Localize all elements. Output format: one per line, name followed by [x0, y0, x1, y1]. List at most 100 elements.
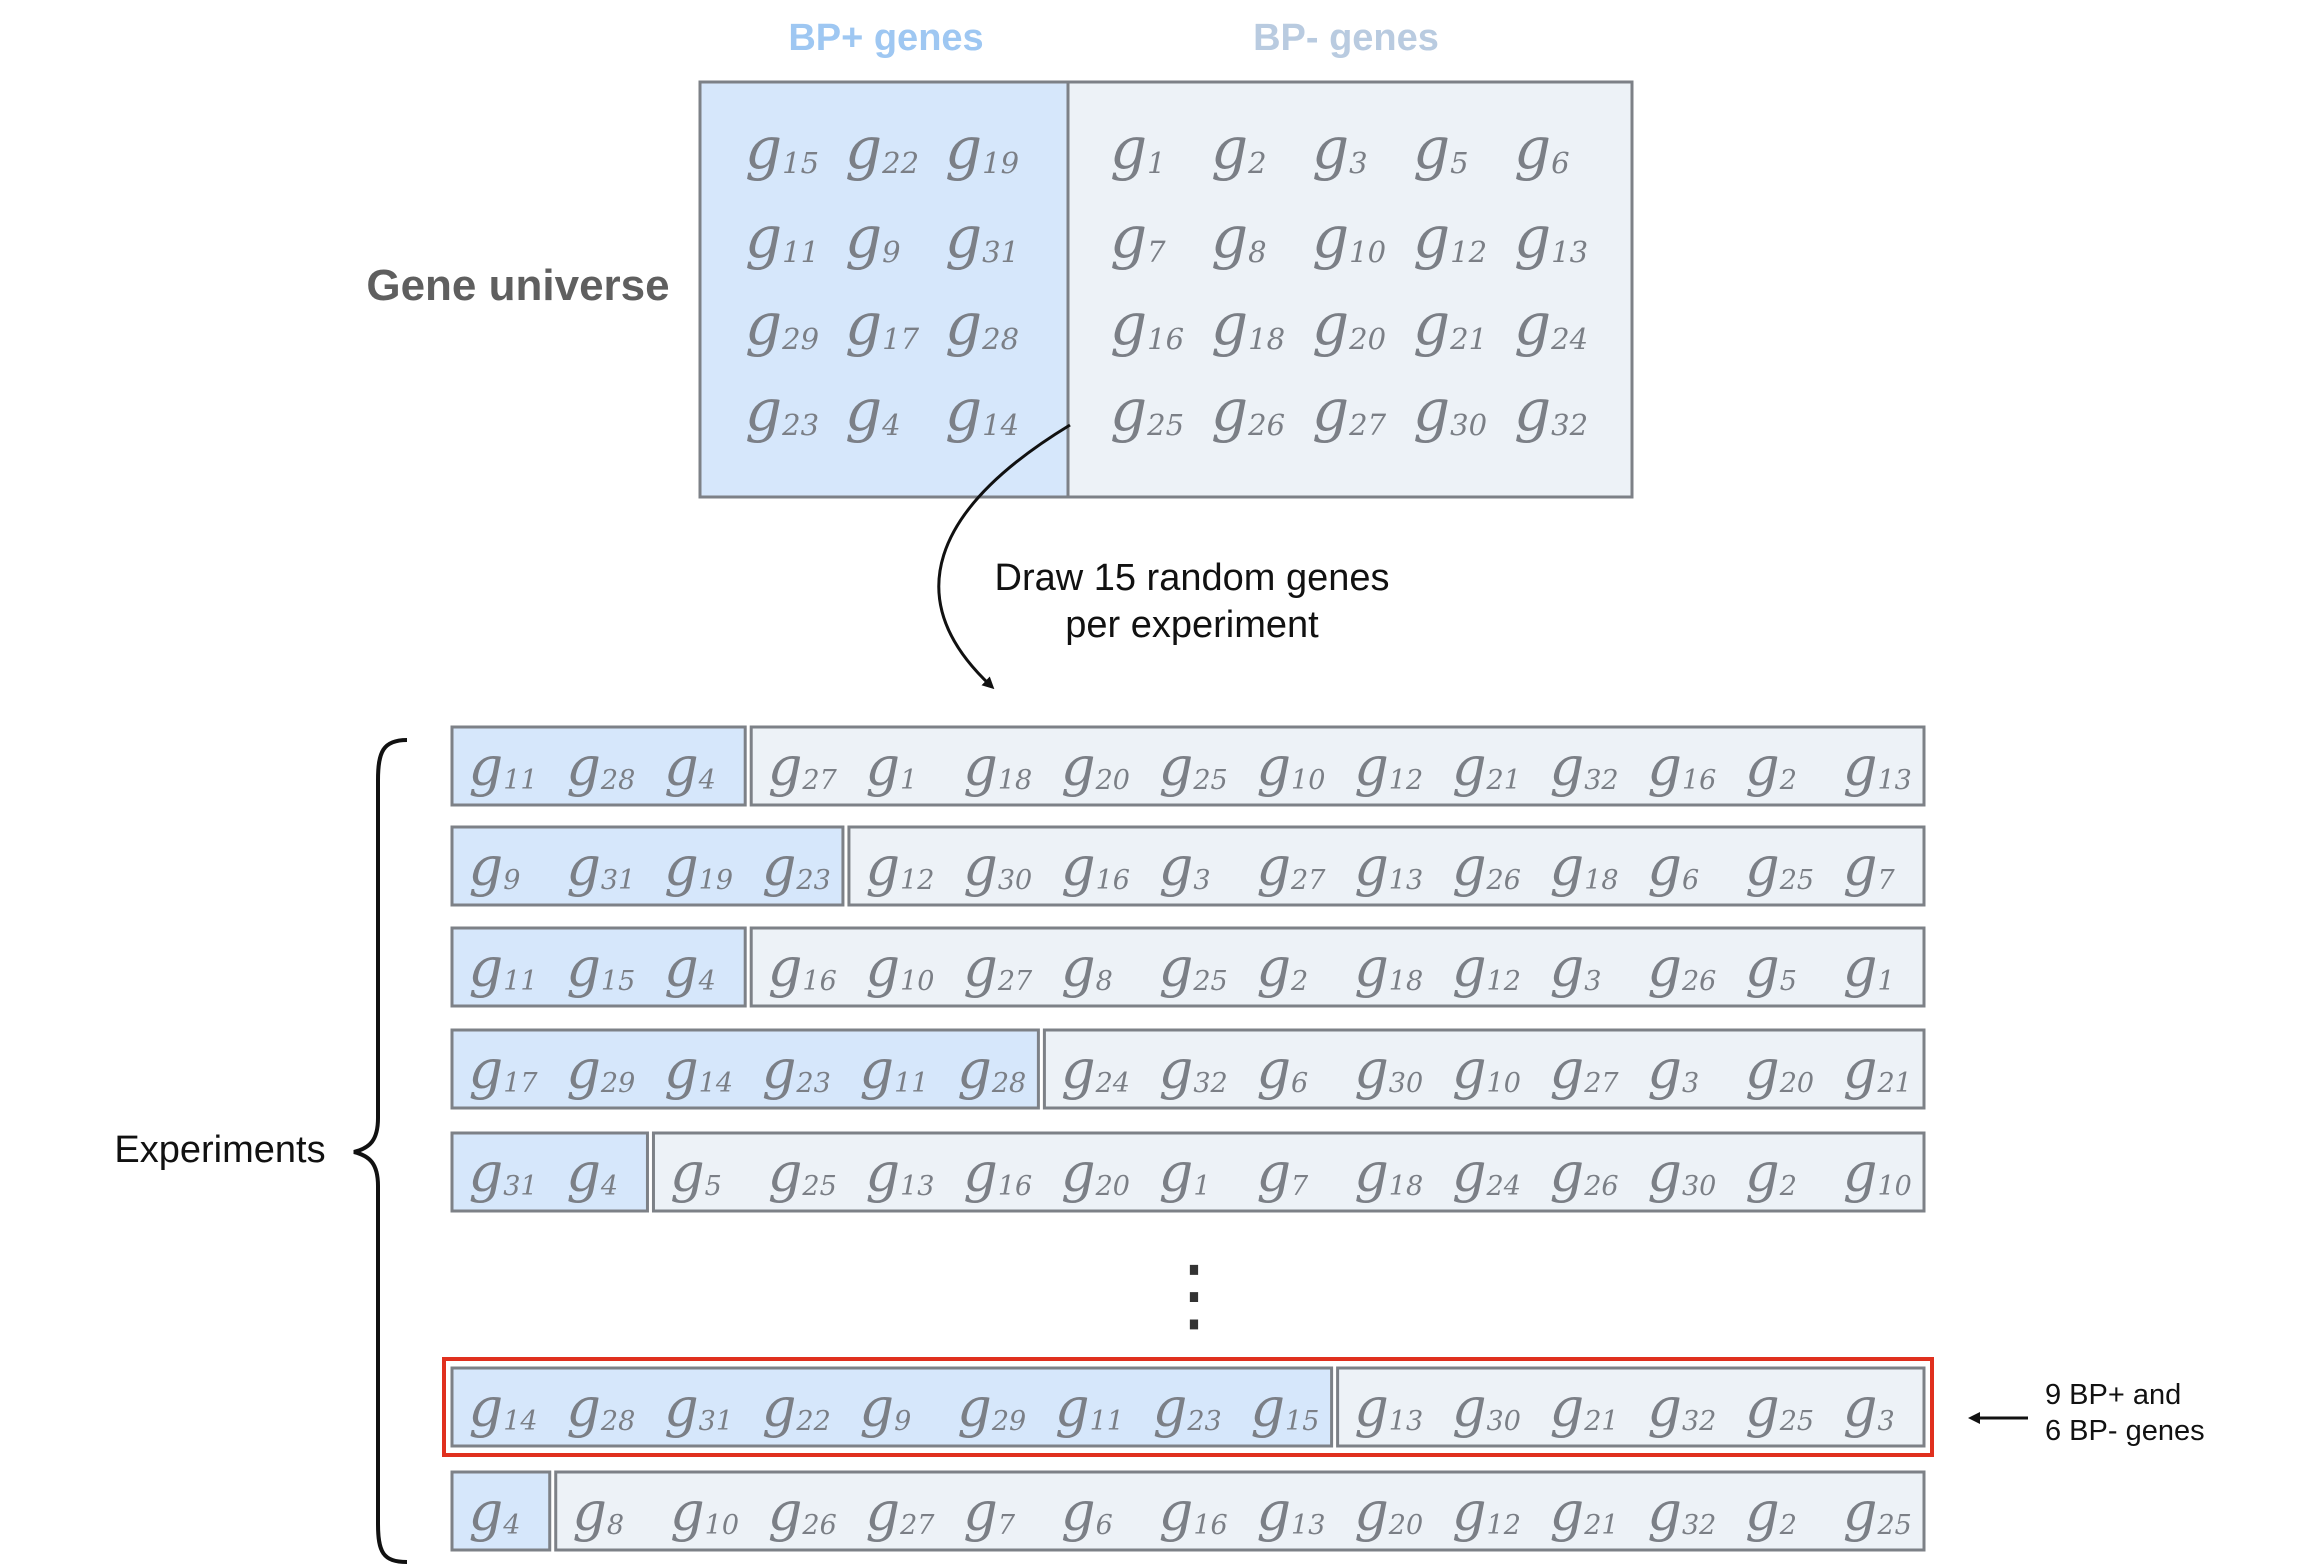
- experiment-gene-bp-minus: g10: [1843, 1141, 1912, 1204]
- universe-gene-bp-plus: g4: [845, 376, 901, 444]
- experiment-gene-bp-minus: g1: [1159, 1141, 1211, 1204]
- experiment-gene-bp-plus: g4: [664, 735, 716, 798]
- experiment-bp-plus-box: [450, 1131, 649, 1213]
- experiment-gene-bp-minus: g10: [866, 936, 935, 999]
- experiment-gene-bp-minus: g3: [1159, 835, 1211, 898]
- universe-gene-bp-plus: g29: [745, 290, 819, 358]
- experiment-gene-bp-minus: g2: [1745, 1480, 1797, 1543]
- experiment-gene-bp-minus: g32: [1550, 735, 1619, 798]
- experiment-gene-bp-plus: g4: [566, 1141, 618, 1204]
- experiment-gene-bp-minus: g26: [1550, 1141, 1619, 1204]
- experiment-gene-bp-plus: g15: [566, 936, 635, 999]
- universe-gene-bp-minus: g26: [1211, 376, 1285, 444]
- experiment-gene-bp-minus: g6: [1061, 1480, 1113, 1543]
- universe-gene-bp-minus: g16: [1110, 290, 1184, 358]
- experiment-gene-bp-minus: g7: [1256, 1141, 1309, 1204]
- experiment-gene-bp-minus: g16: [1159, 1480, 1228, 1543]
- universe-gene-bp-minus: g3: [1312, 114, 1368, 182]
- experiment-gene-bp-minus: g8: [1061, 936, 1113, 999]
- bp-plus-header: BP+ genes: [788, 17, 983, 59]
- experiment-gene-bp-minus: g12: [1452, 936, 1521, 999]
- experiment-bp-minus-box: [749, 926, 1926, 1008]
- experiment-gene-bp-minus: g25: [1745, 835, 1814, 898]
- experiment-gene-bp-minus: g13: [866, 1141, 935, 1204]
- experiment-gene-bp-minus: g32: [1647, 1480, 1716, 1543]
- experiment-gene-bp-plus: g11: [860, 1038, 929, 1101]
- experiment-gene-bp-minus: g5: [1745, 936, 1797, 999]
- universe-gene-bp-minus: g25: [1110, 376, 1184, 444]
- experiment-gene-bp-plus: g31: [469, 1141, 538, 1204]
- experiment-gene-bp-minus: g20: [1061, 1141, 1130, 1204]
- experiment-gene-bp-minus: g25: [1159, 936, 1228, 999]
- experiment-bp-minus-box: [651, 1131, 1926, 1213]
- experiment-gene-bp-plus: g23: [762, 1038, 831, 1101]
- universe-gene-bp-plus: g22: [845, 114, 919, 182]
- experiment-gene-bp-plus: g31: [664, 1376, 733, 1439]
- highlighted-experiment-frame: [442, 1357, 1934, 1457]
- experiment-gene-bp-minus: g18: [1550, 835, 1619, 898]
- universe-gene-bp-plus: g17: [845, 290, 920, 358]
- draw-label-line-2: per experiment: [1065, 604, 1319, 646]
- experiment-gene-bp-minus: g27: [1550, 1038, 1620, 1101]
- universe-gene-bp-plus: g11: [745, 203, 819, 271]
- experiment-gene-bp-minus: g6: [1256, 1038, 1308, 1101]
- experiment-gene-bp-minus: g1: [1843, 936, 1895, 999]
- experiment-gene-bp-minus: g25: [768, 1141, 837, 1204]
- universe-gene-bp-plus: g15: [745, 114, 819, 182]
- experiment-gene-bp-minus: g3: [1843, 1376, 1895, 1439]
- experiment-gene-bp-minus: g13: [1354, 835, 1423, 898]
- annotation-line-2: 6 BP- genes: [2045, 1415, 2205, 1447]
- experiment-gene-bp-minus: g3: [1647, 1038, 1699, 1101]
- experiment-gene-bp-minus: g21: [1550, 1480, 1619, 1543]
- experiment-gene-bp-plus: g17: [469, 1038, 539, 1101]
- universe-gene-bp-minus: g30: [1413, 376, 1487, 444]
- universe-gene-bp-plus: g19: [945, 114, 1019, 182]
- experiment-gene-bp-plus: g15: [1250, 1376, 1319, 1439]
- universe-gene-bp-plus: g14: [945, 376, 1019, 444]
- universe-gene-grid: g15 g22 g19 g11 g9 g31 g29 g17 g28 g23 g4 g14 g1 g2 g3…: [745, 114, 1588, 444]
- experiment-gene-bp-plus: g19: [664, 835, 733, 898]
- experiment-gene-bp-minus: g12: [1452, 1480, 1521, 1543]
- experiment-gene-bp-minus: g16: [1647, 735, 1716, 798]
- experiment-gene-bp-plus: g9: [860, 1376, 912, 1439]
- experiment-gene-bp-minus: g1: [866, 735, 918, 798]
- universe-gene-bp-minus: g13: [1514, 203, 1588, 271]
- experiment-bp-plus-box: [450, 1366, 1334, 1448]
- experiment-gene-bp-minus: g7: [963, 1480, 1016, 1543]
- experiment-bp-plus-box: [450, 926, 747, 1008]
- universe-gene-bp-minus: g18: [1211, 290, 1285, 358]
- universe-gene-bp-minus: g27: [1312, 376, 1387, 444]
- experiment-gene-bp-minus: g16: [1061, 835, 1130, 898]
- experiment-gene-bp-minus: g26: [1647, 936, 1716, 999]
- universe-gene-bp-minus: g10: [1312, 203, 1386, 271]
- experiment-gene-bp-plus: g4: [664, 936, 716, 999]
- experiment-bp-minus-box: [1336, 1366, 1926, 1448]
- experiment-gene-bp-minus: g8: [572, 1480, 624, 1543]
- universe-gene-bp-minus: g7: [1110, 203, 1166, 271]
- draw-label-line-1: Draw 15 random genes: [995, 557, 1390, 599]
- experiment-gene-bp-minus: g6: [1647, 835, 1699, 898]
- experiment-gene-bp-plus: g11: [1055, 1376, 1124, 1439]
- experiment-gene-bp-minus: g21: [1550, 1376, 1619, 1439]
- experiment-gene-bp-plus: g28: [957, 1038, 1026, 1101]
- experiment-gene-bp-minus: g30: [1647, 1141, 1716, 1204]
- experiments-brace: [353, 738, 408, 1564]
- experiment-bp-plus-box: [450, 1028, 1040, 1110]
- universe-gene-bp-plus: g9: [845, 203, 901, 271]
- experiment-gene-bp-minus: g13: [1843, 735, 1912, 798]
- experiment-gene-bp-minus: g32: [1647, 1376, 1716, 1439]
- experiment-bp-minus-box: [847, 825, 1926, 907]
- experiment-gene-bp-plus: g31: [566, 835, 635, 898]
- universe-gene-bp-minus: g21: [1413, 290, 1487, 358]
- experiment-gene-bp-plus: g23: [1153, 1376, 1222, 1439]
- experiment-gene-bp-plus: g28: [566, 735, 635, 798]
- universe-gene-bp-minus: g12: [1413, 203, 1487, 271]
- experiment-gene-bp-plus: g4: [469, 1480, 521, 1543]
- experiment-bp-minus-box: [1042, 1028, 1926, 1110]
- experiment-gene-bp-minus: g2: [1256, 936, 1308, 999]
- experiment-gene-bp-minus: g16: [768, 936, 837, 999]
- experiment-gene-bp-plus: g14: [469, 1376, 538, 1439]
- experiment-gene-bp-minus: g12: [1354, 735, 1423, 798]
- experiment-gene-bp-minus: g27: [1256, 835, 1326, 898]
- experiment-gene-bp-minus: g26: [768, 1480, 837, 1543]
